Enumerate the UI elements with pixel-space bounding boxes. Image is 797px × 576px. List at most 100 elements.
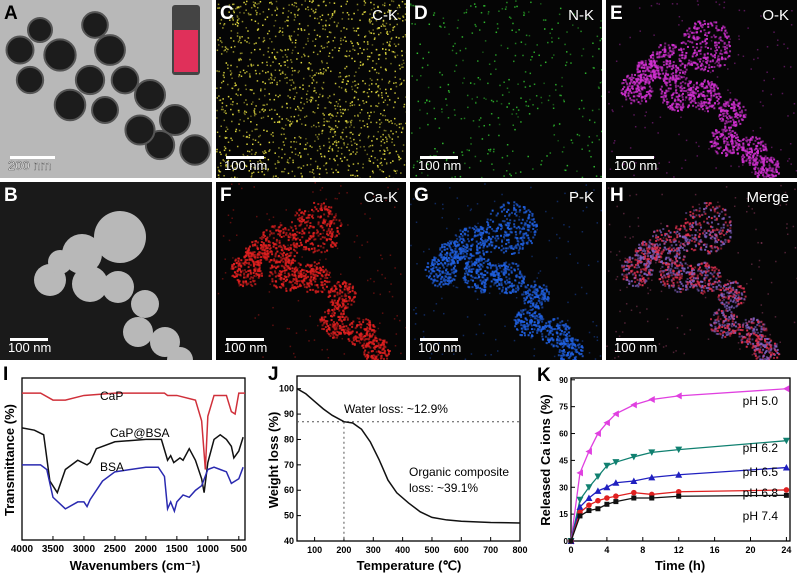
signal-dot — [343, 144, 346, 146]
element-label: C-K — [372, 7, 398, 24]
signal-dot — [746, 154, 749, 157]
signal-dot — [313, 247, 316, 250]
signal-dot — [363, 4, 366, 6]
signal-dot — [740, 146, 743, 149]
signal-dot — [264, 88, 266, 90]
signal-dot — [704, 22, 707, 25]
signal-dot — [704, 68, 707, 71]
signal-dot — [311, 235, 314, 238]
signal-dot — [234, 82, 236, 84]
signal-dot — [712, 104, 715, 107]
signal-dot — [741, 111, 744, 114]
signal-dot — [296, 285, 299, 288]
signal-dot — [695, 92, 698, 95]
signal-dot — [280, 235, 283, 238]
signal-dot — [256, 245, 259, 248]
signal-dot — [723, 112, 726, 115]
signal-dot — [259, 244, 262, 247]
signal-dot — [300, 275, 303, 278]
signal-dot — [333, 307, 336, 310]
signal-dot — [655, 53, 658, 56]
signal-dot — [696, 53, 698, 56]
signal-dot — [308, 0, 311, 3]
signal-dot — [745, 139, 748, 142]
signal-dot — [325, 120, 328, 122]
signal-dot — [313, 176, 315, 178]
signal-dot — [368, 117, 370, 120]
signal-dot — [723, 109, 726, 112]
signal-dot — [264, 82, 267, 85]
signal-dot — [276, 229, 279, 232]
signal-dot — [378, 11, 381, 13]
signal-dot — [517, 83, 519, 85]
signal-dot — [729, 38, 731, 40]
signal-dot — [694, 97, 697, 100]
signal-dot — [286, 267, 289, 270]
signal-dot — [787, 115, 789, 117]
signal-dot — [316, 231, 319, 234]
signal-dot — [259, 159, 261, 162]
signal-dot — [357, 115, 359, 118]
signal-dot — [392, 0, 395, 3]
signal-dot — [246, 0, 248, 3]
signal-dot — [377, 94, 380, 96]
signal-dot — [669, 87, 672, 90]
signal-dot — [365, 332, 368, 335]
signal-dot — [727, 117, 730, 120]
signal-dot — [330, 233, 333, 236]
signal-dot — [341, 326, 344, 329]
signal-dot — [368, 88, 371, 91]
signal-dot — [233, 176, 236, 178]
signal-dot — [765, 149, 768, 152]
signal-dot — [290, 59, 292, 61]
signal-dot — [262, 81, 264, 83]
signal-dot — [317, 104, 320, 106]
signal-dot — [392, 51, 395, 53]
signal-dot — [228, 11, 230, 13]
signal-dot — [514, 54, 517, 57]
signal-dot — [372, 329, 375, 332]
signal-dot — [761, 179, 763, 181]
signal-dot — [243, 276, 246, 279]
signal-dot — [233, 3, 235, 6]
signal-dot — [695, 38, 698, 41]
signal-dot — [729, 126, 732, 129]
signal-dot — [271, 52, 274, 54]
signal-dot — [227, 64, 229, 66]
signal-dot — [217, 7, 219, 9]
signal-dot — [758, 170, 761, 173]
signal-dot — [284, 245, 287, 248]
signal-dot — [339, 72, 341, 74]
signal-dot — [236, 19, 239, 21]
signal-dot — [331, 14, 334, 17]
signal-dot — [451, 176, 453, 178]
signal-dot — [294, 153, 297, 156]
signal-dot — [315, 208, 318, 211]
signal-dot — [328, 310, 331, 313]
signal-dot — [441, 108, 443, 110]
signal-dot — [477, 60, 479, 62]
signal-dot — [277, 245, 280, 248]
signal-dot — [747, 27, 749, 29]
signal-dot — [495, 68, 497, 71]
signal-dot — [363, 351, 366, 354]
signal-dot — [682, 71, 685, 74]
signal-dot — [638, 95, 641, 98]
signal-dot — [715, 141, 718, 144]
signal-dot — [436, 150, 439, 153]
signal-dot — [259, 251, 262, 254]
signal-dot — [296, 58, 298, 60]
signal-dot — [373, 7, 375, 10]
signal-dot — [570, 62, 572, 64]
signal-dot — [306, 90, 309, 92]
signal-dot — [383, 153, 386, 155]
signal-dot — [354, 60, 356, 63]
signal-dot — [347, 164, 350, 166]
signal-dot — [301, 123, 303, 125]
signal-dot — [232, 101, 234, 103]
signal-dot — [265, 151, 267, 154]
signal-dot — [230, 72, 233, 74]
signal-dot — [500, 44, 503, 47]
signal-dot — [261, 274, 264, 277]
signal-dot — [750, 157, 753, 160]
